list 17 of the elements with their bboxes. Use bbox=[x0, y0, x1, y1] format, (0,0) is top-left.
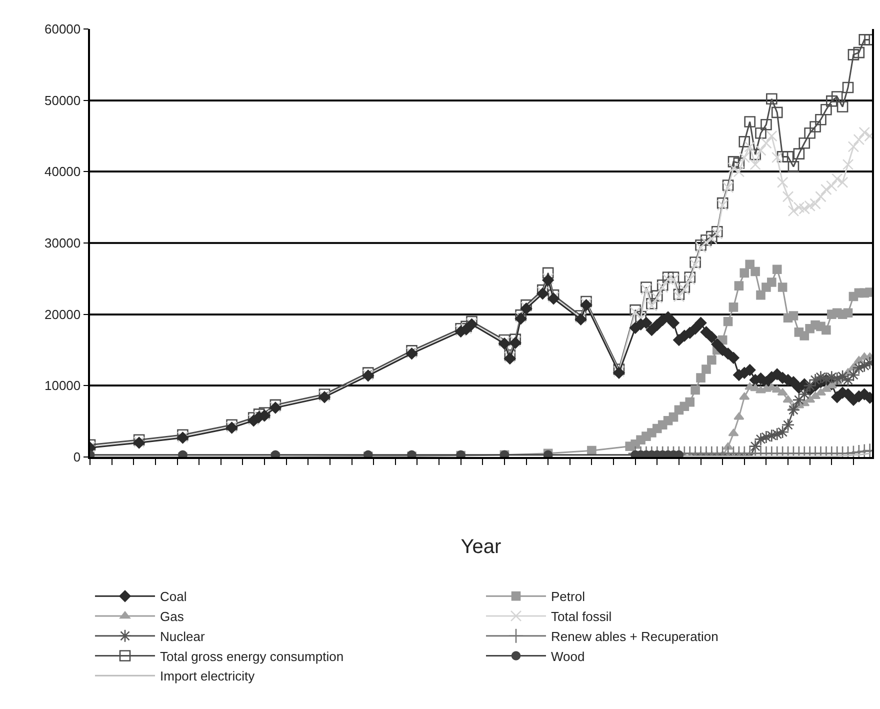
y-tick-label: 0 bbox=[73, 450, 81, 465]
legend-label: Gas bbox=[160, 609, 184, 624]
legend-label: Petrol bbox=[551, 589, 586, 604]
legend-label: Total gross energy consumption bbox=[160, 648, 344, 664]
legend-label: Total fossil bbox=[551, 609, 612, 624]
legend-label: Wood bbox=[551, 648, 585, 664]
legend-label: Nuclear bbox=[160, 628, 206, 644]
x-axis-title: Year bbox=[460, 536, 502, 558]
legend-label: Coal bbox=[160, 589, 187, 604]
legend-label: Renew ables + Recuperation bbox=[551, 628, 718, 644]
y-tick-label: 60000 bbox=[44, 22, 81, 37]
y-tick-label: 40000 bbox=[44, 164, 81, 180]
legend-label: Import electricity bbox=[160, 668, 256, 684]
y-tick-label: 10000 bbox=[44, 378, 81, 394]
y-tick-label: 50000 bbox=[44, 92, 81, 108]
y-tick-label: 20000 bbox=[44, 306, 81, 322]
y-tick-label: 30000 bbox=[44, 236, 81, 251]
